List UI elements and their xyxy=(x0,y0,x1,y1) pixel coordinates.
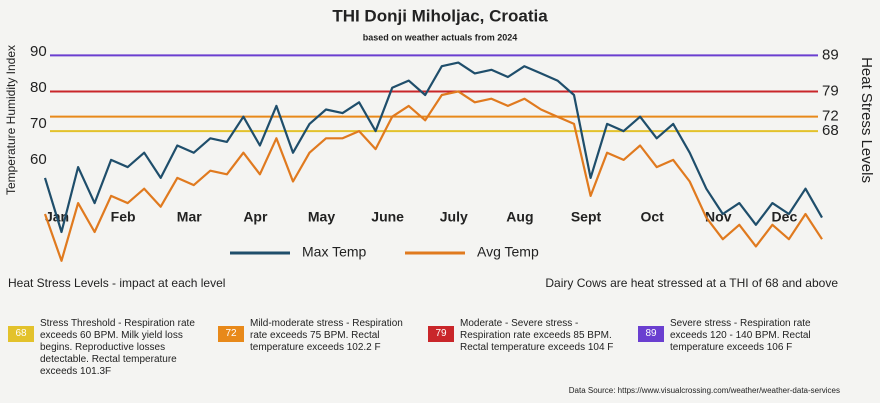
x-tick-label: May xyxy=(308,209,335,225)
legend-label: Avg Temp xyxy=(477,244,539,260)
y-tick-label: 80 xyxy=(30,79,47,96)
y-tick-label: 70 xyxy=(30,115,47,132)
note: Dairy Cows are heat stressed at a THI of… xyxy=(545,276,838,290)
y2-axis-label: Heat Stress Levels xyxy=(858,57,875,183)
threshold-label: 68 xyxy=(822,122,839,139)
x-tick-label: Feb xyxy=(111,209,136,225)
x-tick-label: Oct xyxy=(640,209,664,225)
threshold-description: Severe stress - Respiration rate exceeds… xyxy=(670,318,811,353)
x-tick-label: Apr xyxy=(243,209,268,225)
y-axis-label: Temperature Humidity Index xyxy=(4,45,18,195)
x-tick-label: June xyxy=(371,209,404,225)
data-source: Data Source: https://www.visualcrossing.… xyxy=(569,386,840,395)
chart-title: THI Donji Miholjac, Croatia xyxy=(332,6,548,25)
chart-subtitle: based on weather actuals from 2024 xyxy=(363,32,518,42)
threshold-number: 79 xyxy=(428,326,454,342)
x-tick-label: Mar xyxy=(177,209,202,225)
x-tick-label: Aug xyxy=(506,209,533,225)
threshold-number: 89 xyxy=(638,326,664,342)
y-tick-label: 60 xyxy=(30,151,47,168)
threshold-box: 89 Severe stress - Respiration rate excee… xyxy=(638,318,838,354)
threshold-description: Stress Threshold - Respiration rate exce… xyxy=(40,318,195,377)
threshold-number: 68 xyxy=(8,326,34,342)
x-tick-label: July xyxy=(440,209,468,225)
threshold-description: Moderate - Severe stress - Respiration r… xyxy=(460,318,614,353)
y-tick-label: 90 xyxy=(30,43,47,60)
legend-label: Max Temp xyxy=(302,244,367,260)
threshold-box: 72 Mild-moderate stress - Respiration rat… xyxy=(218,318,418,354)
threshold-box: 79 Moderate - Severe stress - Respiration… xyxy=(428,318,628,354)
series-line xyxy=(43,90,823,262)
series-line xyxy=(43,61,823,234)
threshold-label: 89 xyxy=(822,46,839,63)
impact-heading: Heat Stress Levels - impact at each leve… xyxy=(8,276,225,290)
threshold-description: Mild-moderate stress - Respiration rate … xyxy=(250,318,403,353)
x-tick-label: Sept xyxy=(571,209,602,225)
threshold-label: 72 xyxy=(822,108,839,125)
threshold-box: 68 Stress Threshold - Respiration rate ex… xyxy=(8,318,208,378)
threshold-label: 79 xyxy=(822,82,839,99)
threshold-number: 72 xyxy=(218,326,244,342)
